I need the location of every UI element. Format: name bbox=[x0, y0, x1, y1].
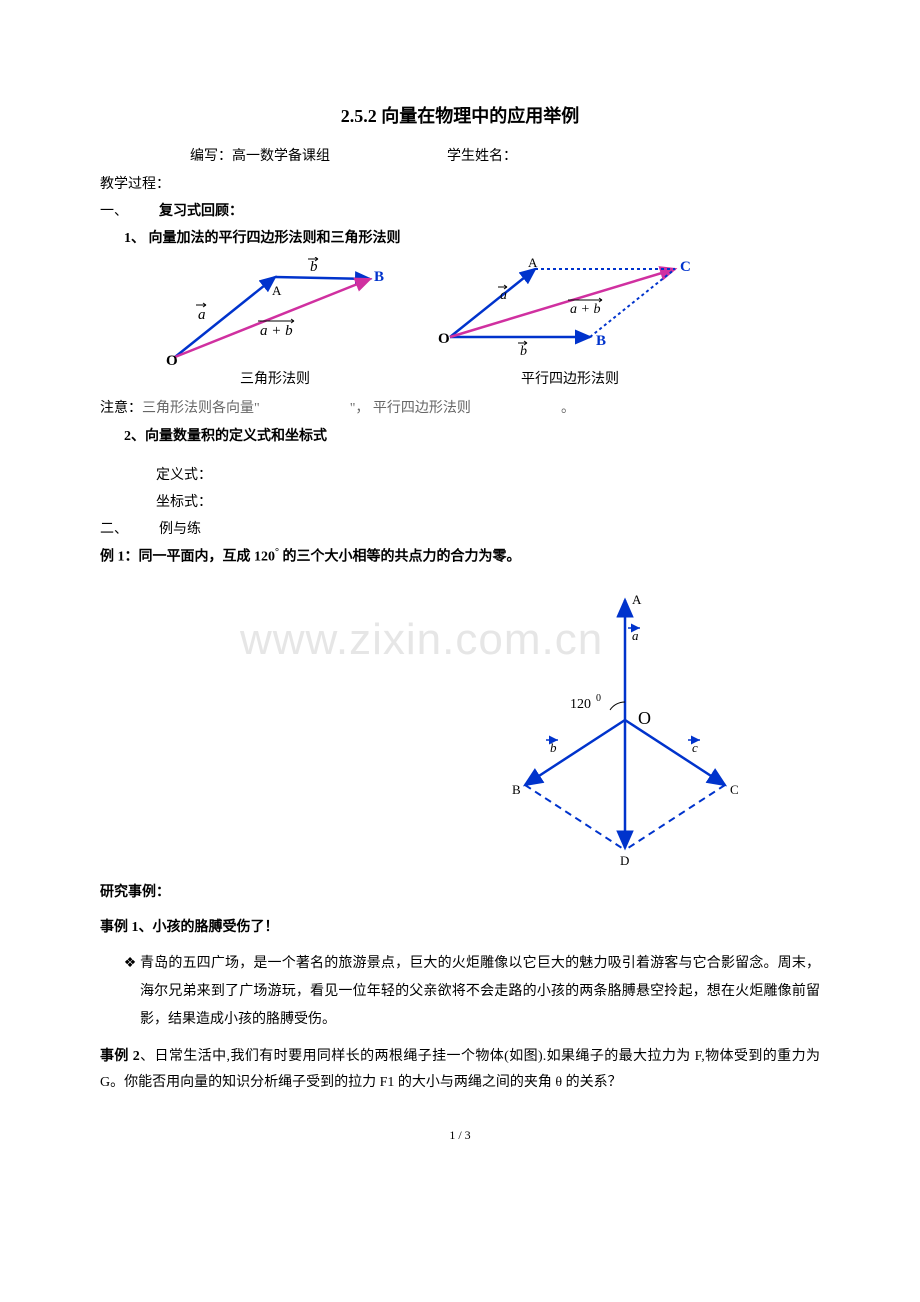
svg-text:a: a bbox=[500, 288, 507, 303]
svg-text:B: B bbox=[596, 333, 606, 349]
note-end: 。 bbox=[561, 401, 575, 416]
svg-text:B: B bbox=[512, 782, 521, 797]
student-name-label: 学生姓名： bbox=[447, 149, 517, 164]
item-2-num: 2 bbox=[124, 429, 131, 444]
section-2: 二、 例与练 bbox=[100, 517, 820, 542]
case-1-bullet: ❖ 青岛的五四广场，是一个著名的旅游景点，巨大的火炬雕像以它巨大的魅力吸引着游客… bbox=[100, 950, 820, 1034]
svg-text:0: 0 bbox=[596, 693, 601, 704]
triangle-rule-caption: 三角形法则 bbox=[160, 367, 390, 392]
case-1-label: 事例 1 bbox=[100, 920, 139, 935]
section-1-title: 复习式回顾： bbox=[159, 204, 243, 219]
svg-text:O: O bbox=[438, 331, 450, 347]
byline: 编写：高一数学备课组 学生姓名： bbox=[100, 144, 820, 169]
svg-text:D: D bbox=[620, 853, 629, 868]
case-2-label: 事例 2 bbox=[100, 1049, 140, 1064]
section-2-title: 例与练 bbox=[159, 522, 201, 537]
case-studies: 研究事例： 事例 1、小孩的胳膊受伤了！ ❖ 青岛的五四广场，是一个著名的旅游景… bbox=[100, 880, 820, 1095]
page-footer: 1 / 3 bbox=[100, 1125, 820, 1147]
example-1: 例 1：同一平面内，互成 120° 的三个大小相等的共点力的合力为零。 bbox=[100, 544, 820, 570]
force-diagram-svg: A B C D O 120 0 a b c bbox=[450, 590, 760, 870]
diagrams-row: O A B a b a + b 三角形法则 bbox=[160, 257, 820, 392]
svg-text:b: b bbox=[550, 740, 557, 755]
case-1-title: 、小孩的胳膊受伤了！ bbox=[139, 920, 279, 935]
note-mid1: 三角形法则各向量" bbox=[142, 401, 260, 416]
svg-text:A: A bbox=[632, 592, 642, 607]
bullet-icon: ❖ bbox=[100, 950, 140, 978]
svg-text:b: b bbox=[520, 344, 527, 359]
item-1: 1、 向量加法的平行四边形法则和三角形法则 bbox=[100, 226, 820, 251]
section-1-num: 一、 bbox=[100, 204, 128, 219]
triangle-rule-diagram: O A B a b a + b 三角形法则 bbox=[160, 257, 390, 392]
svg-text:O: O bbox=[638, 708, 651, 728]
item-2-text: 、向量数量积的定义式和坐标式 bbox=[131, 429, 327, 444]
parallelogram-rule-svg: O A B C a b a + b bbox=[430, 257, 710, 367]
big-diagram-wrap: www.zixin.com.cn A B C D O 120 0 a bbox=[100, 590, 820, 870]
section-2-num: 二、 bbox=[100, 522, 128, 537]
ex1-text-a: 同一平面内，互成 120 bbox=[139, 550, 276, 565]
svg-text:b: b bbox=[310, 259, 318, 275]
note-gap1: "， 平行四边形法则 bbox=[350, 401, 471, 416]
case-1-body: 青岛的五四广场，是一个著名的旅游景点，巨大的火炬雕像以它巨大的魅力吸引着游客与它… bbox=[140, 950, 820, 1034]
note-pre: 注意： bbox=[100, 401, 142, 416]
process-label: 教学过程： bbox=[100, 172, 820, 197]
svg-text:C: C bbox=[730, 782, 739, 797]
parallelogram-rule-caption: 平行四边形法则 bbox=[430, 367, 710, 392]
svg-text:A: A bbox=[272, 283, 282, 298]
svg-text:a + b: a + b bbox=[260, 323, 293, 339]
triangle-rule-svg: O A B a b a + b bbox=[160, 257, 390, 367]
parallelogram-rule-diagram: O A B C a b a + b 平行四边形法则 bbox=[430, 257, 710, 392]
page-title: 2.5.2 向量在物理中的应用举例 bbox=[100, 100, 820, 132]
svg-text:a + b: a + b bbox=[570, 302, 600, 317]
svg-text:a: a bbox=[632, 628, 639, 643]
svg-text:C: C bbox=[680, 259, 691, 275]
case-2: 事例 2、日常生活中,我们有时要用同样长的两根绳子挂一个物体(如图).如果绳子的… bbox=[100, 1044, 820, 1094]
case-1-header: 事例 1、小孩的胳膊受伤了！ bbox=[100, 915, 820, 940]
case-2-body: 、日常生活中,我们有时要用同样长的两根绳子挂一个物体(如图).如果绳子的最大拉力… bbox=[100, 1049, 820, 1089]
section-1: 一、 复习式回顾： bbox=[100, 199, 820, 224]
item-1-text: 向量加法的平行四边形法则和三角形法则 bbox=[149, 231, 401, 246]
ex1-text-b: 的三个大小相等的共点力的合力为零。 bbox=[279, 550, 521, 565]
svg-text:O: O bbox=[166, 353, 178, 367]
svg-text:B: B bbox=[374, 269, 384, 285]
byline-author: 编写：高一数学备课组 bbox=[190, 149, 330, 164]
svg-text:120: 120 bbox=[570, 697, 591, 712]
ex1-label: 例 1： bbox=[100, 550, 139, 565]
coord-label: 坐标式： bbox=[100, 490, 820, 515]
svg-text:c: c bbox=[692, 740, 698, 755]
definition-label: 定义式： bbox=[100, 463, 820, 488]
note-line: 注意：三角形法则各向量" "， 平行四边形法则 。 bbox=[100, 396, 820, 421]
item-2: 2、向量数量积的定义式和坐标式 bbox=[100, 424, 820, 449]
svg-text:A: A bbox=[528, 257, 538, 270]
svg-text:a: a bbox=[198, 307, 206, 323]
item-1-num: 1、 bbox=[124, 231, 145, 246]
case-study-label: 研究事例： bbox=[100, 880, 820, 905]
